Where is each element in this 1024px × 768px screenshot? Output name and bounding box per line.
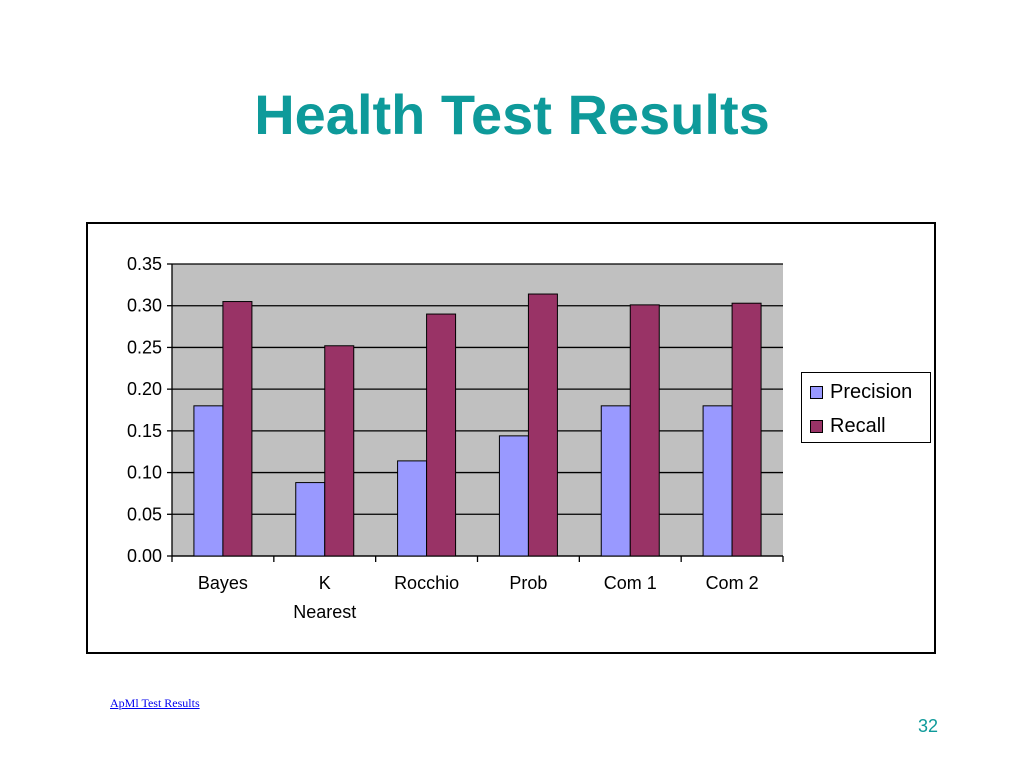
bar-recall-k-nearest bbox=[324, 345, 355, 557]
legend-item-recall: Recall bbox=[810, 415, 886, 437]
y-tick-label: 0.00 bbox=[127, 546, 162, 566]
bar-precision-k-nearest bbox=[295, 482, 326, 557]
legend-swatch-precision bbox=[810, 385, 823, 399]
plot-area bbox=[172, 264, 783, 556]
legend-label-recall: Recall bbox=[830, 414, 886, 437]
legend-swatch-recall bbox=[810, 419, 823, 433]
x-tick-label: K Nearest bbox=[293, 573, 356, 622]
bar-recall-prob bbox=[527, 293, 558, 557]
chart-frame: 0.00 0.05 0.10 0.15 0.20 0.25 0.30 0.35 Bayes K Ne… bbox=[86, 222, 936, 654]
y-tick-label: 0.30 bbox=[127, 296, 162, 316]
bar-recall-com-2 bbox=[731, 302, 762, 557]
y-tick-label: 0.15 bbox=[127, 421, 162, 441]
x-tick-label: Bayes bbox=[198, 573, 248, 593]
bar-recall-rocchio bbox=[426, 313, 457, 557]
x-tick-label: Prob bbox=[509, 573, 547, 593]
bar-precision-com-2 bbox=[702, 405, 733, 557]
x-tick-label: Com 2 bbox=[706, 573, 759, 593]
bar-precision-bayes bbox=[193, 405, 224, 557]
legend-item-precision: Precision bbox=[810, 381, 912, 403]
bar-precision-com-1 bbox=[600, 405, 631, 557]
y-tick-label: 0.20 bbox=[127, 379, 162, 399]
bar-chart: 0.00 0.05 0.10 0.15 0.20 0.25 0.30 0.35 Bayes K Ne… bbox=[127, 254, 784, 622]
x-tick-label: Rocchio bbox=[394, 573, 459, 593]
y-tick-label: 0.10 bbox=[127, 463, 162, 483]
bar-precision-rocchio bbox=[397, 460, 428, 557]
footer-link[interactable]: ApMl Test Results bbox=[110, 696, 200, 710]
bar-recall-bayes bbox=[222, 301, 253, 557]
x-tick-label: Com 1 bbox=[604, 573, 657, 593]
y-tick-label: 0.05 bbox=[127, 504, 162, 524]
page-number: 32 bbox=[917, 716, 938, 736]
y-tick-label: 0.25 bbox=[127, 337, 162, 357]
bar-recall-com-1 bbox=[629, 304, 660, 557]
y-tick-label: 0.35 bbox=[127, 254, 162, 274]
legend-label-precision: Precision bbox=[830, 380, 913, 403]
bar-precision-prob bbox=[498, 435, 529, 557]
chart-legend: Precision Recall bbox=[801, 372, 931, 443]
slide-title: Health Test Results bbox=[254, 83, 770, 146]
